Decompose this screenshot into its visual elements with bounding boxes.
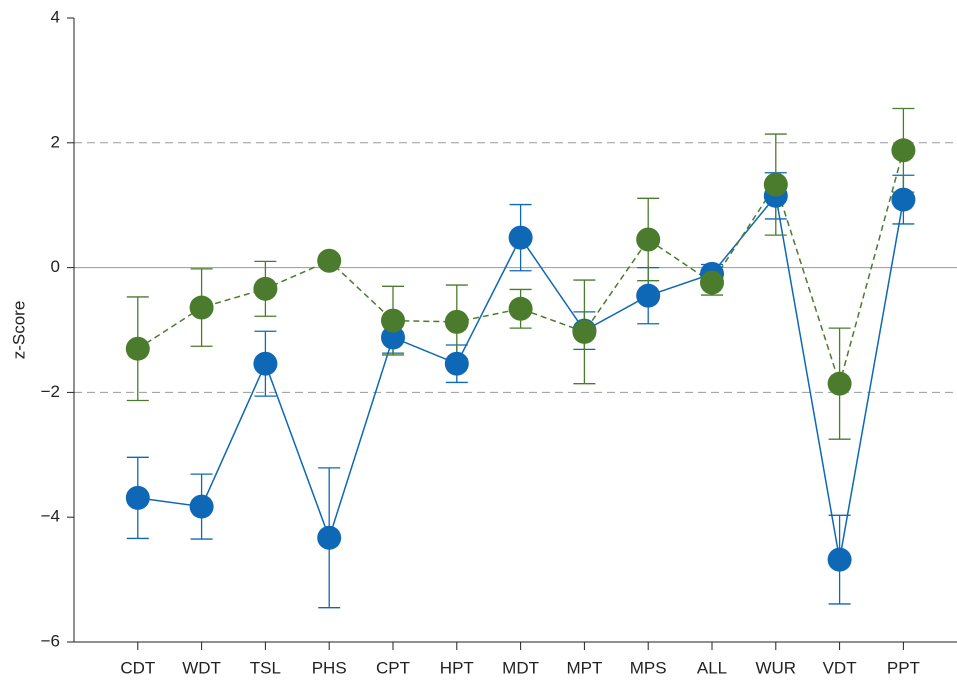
x-tick-label: CPT: [376, 658, 410, 677]
x-tick-label: CDT: [120, 658, 155, 677]
marker: [763, 172, 788, 197]
marker: [827, 371, 852, 396]
x-tick-label: MPS: [630, 658, 667, 677]
y-tick-label: 4: [51, 7, 60, 26]
marker: [508, 296, 533, 321]
marker: [444, 309, 469, 334]
x-tick-label: PPT: [887, 658, 920, 677]
marker: [636, 283, 661, 308]
x-tick-label: ALL: [697, 658, 727, 677]
x-tick-label: MDT: [502, 658, 539, 677]
marker: [381, 308, 405, 333]
marker: [508, 225, 533, 250]
x-tick-label: WDT: [182, 658, 221, 677]
y-tick-label: −2: [41, 382, 60, 401]
x-tick-label: PHS: [312, 658, 347, 677]
marker: [125, 336, 150, 361]
x-tick-label: VDT: [823, 658, 857, 677]
marker: [317, 248, 342, 273]
marker: [381, 325, 405, 350]
x-tick-label: WUR: [755, 658, 796, 677]
marker: [636, 227, 661, 252]
y-tick-label: 2: [51, 132, 60, 151]
marker: [189, 494, 214, 519]
x-tick-label: MPT: [566, 658, 602, 677]
y-axis-label: z-Score: [9, 301, 28, 360]
marker: [700, 270, 724, 295]
y-tick-label: −6: [41, 631, 60, 650]
marker: [253, 276, 278, 301]
marker: [827, 547, 852, 572]
marker: [253, 351, 278, 376]
y-tick-label: −4: [41, 507, 60, 526]
marker: [891, 138, 916, 163]
marker: [891, 187, 916, 212]
marker: [572, 319, 597, 344]
x-tick-label: HPT: [440, 658, 474, 677]
marker: [125, 485, 150, 510]
y-tick-label: 0: [51, 257, 60, 276]
marker: [444, 351, 469, 376]
marker: [189, 295, 214, 320]
marker: [317, 525, 342, 550]
x-tick-label: TSL: [250, 658, 281, 677]
